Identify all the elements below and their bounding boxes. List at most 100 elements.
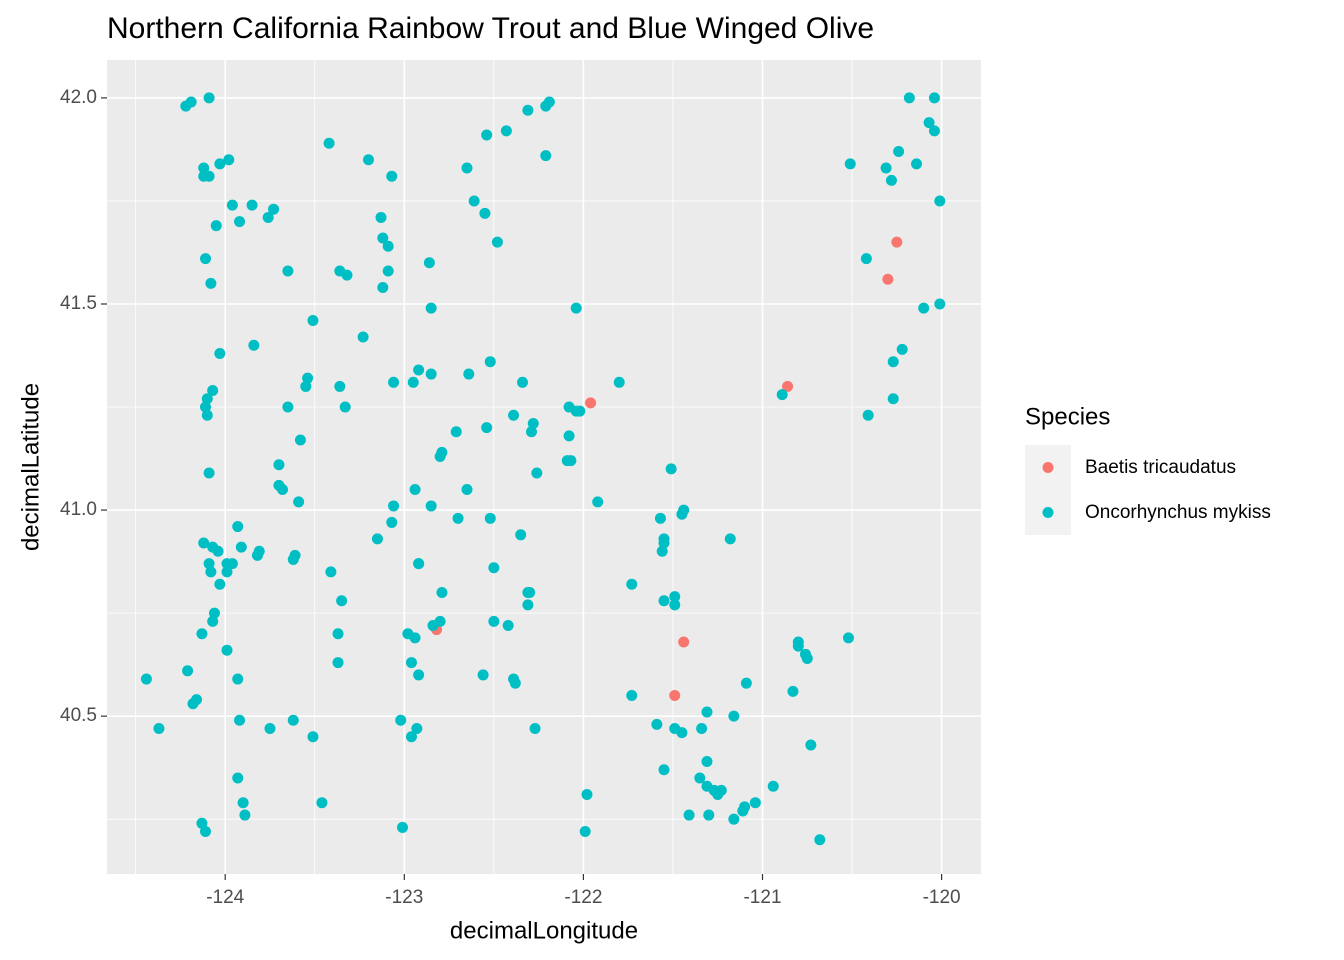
point [934, 298, 946, 310]
point [210, 220, 222, 232]
point [196, 817, 208, 829]
point [651, 718, 663, 730]
point [325, 566, 337, 578]
point [386, 516, 398, 528]
point [377, 282, 389, 294]
point [502, 619, 514, 631]
point [235, 541, 247, 553]
point [207, 615, 219, 627]
point [307, 731, 319, 743]
point [214, 158, 226, 170]
point [676, 727, 688, 739]
point [749, 797, 761, 809]
point [409, 483, 421, 495]
point [207, 385, 219, 397]
point [540, 150, 552, 162]
point [525, 426, 537, 438]
point [201, 393, 213, 405]
point [282, 401, 294, 413]
legend-marker [1042, 462, 1054, 473]
point [529, 723, 541, 735]
point [683, 809, 695, 821]
y-tick-label: 41.0 [60, 499, 97, 520]
point [461, 162, 473, 174]
point [792, 636, 804, 648]
point [481, 422, 493, 434]
point [205, 277, 217, 289]
point [237, 797, 249, 809]
point [377, 232, 389, 244]
point [581, 788, 593, 800]
point [405, 731, 417, 743]
point [658, 764, 670, 776]
y-tick-label: 40.5 [60, 705, 97, 726]
point [425, 368, 437, 380]
point [703, 809, 715, 821]
point [654, 512, 666, 524]
point [491, 236, 503, 248]
point [425, 500, 437, 512]
point [701, 755, 713, 767]
point [332, 628, 344, 640]
point [540, 100, 552, 112]
point [484, 356, 496, 368]
point [294, 434, 306, 446]
point [212, 545, 224, 557]
point [842, 632, 854, 644]
point [701, 706, 713, 718]
point [522, 587, 534, 599]
point [911, 158, 923, 170]
point [918, 302, 930, 314]
point [880, 162, 892, 174]
point [248, 339, 260, 351]
point [375, 211, 387, 223]
point [570, 302, 582, 314]
point [481, 129, 493, 141]
point [517, 376, 529, 388]
point [776, 389, 788, 401]
legend-marker [1042, 507, 1054, 518]
point [450, 426, 462, 438]
point [208, 607, 220, 619]
point [728, 813, 740, 825]
point [696, 723, 708, 735]
point [205, 566, 217, 578]
point [239, 809, 251, 821]
point [740, 677, 752, 689]
point [302, 372, 314, 384]
point [226, 558, 238, 570]
point [411, 723, 423, 735]
point [198, 170, 210, 182]
point [805, 739, 817, 751]
point [844, 158, 856, 170]
point [887, 356, 899, 368]
point [268, 203, 280, 215]
point [669, 591, 681, 603]
point [409, 632, 421, 644]
point [658, 595, 670, 607]
point [885, 174, 897, 186]
point [203, 467, 215, 479]
y-tick-label: 41.5 [60, 293, 97, 314]
point [395, 714, 407, 726]
point [185, 96, 197, 108]
point [232, 521, 244, 533]
point [463, 368, 475, 380]
point [203, 92, 215, 104]
point [341, 269, 353, 281]
point [527, 418, 539, 430]
point [862, 409, 874, 421]
point [891, 236, 903, 248]
point [221, 566, 233, 578]
point [592, 496, 604, 508]
point [246, 199, 258, 211]
point [234, 714, 246, 726]
point [574, 405, 586, 417]
point [436, 446, 448, 458]
point [436, 587, 448, 599]
point [198, 162, 210, 174]
point [479, 207, 491, 219]
point [928, 92, 940, 104]
point [509, 677, 521, 689]
legend-label: Baetis tricaudatus [1085, 457, 1236, 478]
